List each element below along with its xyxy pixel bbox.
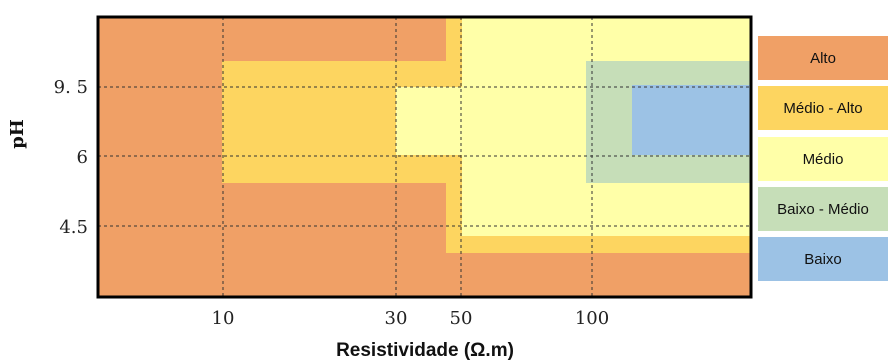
legend-swatch-medio-alto: [758, 86, 888, 130]
x-tick-30: 30: [385, 308, 408, 329]
gridlines: [98, 17, 751, 297]
x-tick-10: 10: [212, 308, 235, 329]
plot-frame: [96, 15, 753, 299]
y-tick-6: 6: [77, 147, 88, 168]
x-axis-title: Resistividade (Ω.m): [336, 340, 514, 361]
x-tick-50: 50: [450, 308, 473, 329]
x-tick-100: 100: [575, 308, 609, 329]
legend-label-baixo: Baixo: [804, 251, 842, 268]
legend-label-medio: Médio: [803, 151, 844, 168]
y-tick-4-5: 4.5: [59, 217, 88, 238]
legend-swatch-baixo: [758, 237, 888, 281]
legend-label-baixo-medio: Baixo - Médio: [777, 201, 869, 218]
heatmap-regions: [98, 17, 751, 297]
legend-label-medio-alto: Médio - Alto: [783, 100, 862, 117]
legend-label-alto: Alto: [810, 50, 836, 67]
y-axis-title: pH: [7, 119, 28, 149]
legend-swatch-alto: [758, 36, 888, 80]
legend-swatch-medio: [758, 137, 888, 181]
legend: Alto Médio - Alto Médio Baixo - Médio Ba…: [758, 36, 888, 281]
region-baixo: [632, 85, 751, 155]
legend-swatch-baixo-medio: [758, 187, 888, 231]
y-tick-9-5: 9. 5: [54, 77, 88, 98]
